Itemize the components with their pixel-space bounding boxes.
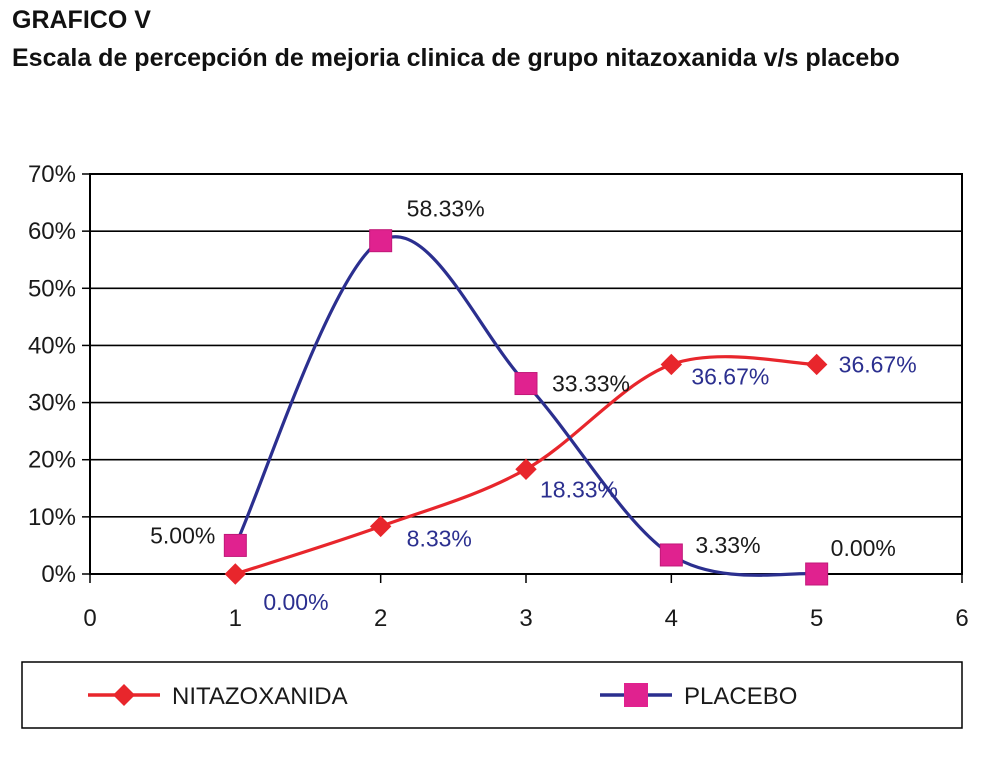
legend-marker-nitazoxanida	[113, 684, 135, 706]
x-tick-label: 4	[665, 605, 678, 632]
data-label-placebo: 0.00%	[831, 535, 896, 561]
series-markers	[223, 229, 829, 586]
x-tick-label: 1	[229, 605, 242, 632]
y-tick-label: 60%	[28, 218, 76, 245]
data-label-placebo: 33.33%	[552, 371, 630, 397]
data-label-nitazoxanida: 36.67%	[839, 351, 917, 377]
marker-nitazoxanida	[224, 563, 247, 585]
legend-label-placebo: PLACEBO	[684, 683, 797, 710]
x-tick-label: 5	[810, 605, 823, 632]
data-label-placebo: 58.33%	[407, 196, 485, 222]
series-line-placebo	[233, 235, 817, 577]
marker-nitazoxanida	[515, 458, 537, 480]
legend-label-nitazoxanida: NITAZOXANIDA	[172, 683, 348, 710]
data-label-placebo: 5.00%	[150, 522, 215, 548]
data-label-nitazoxanida: 8.33%	[407, 525, 472, 551]
tick-labels: 0% 10% 20% 30% 40% 50% 60% 70% 0 1 2 3 4 5 6	[28, 161, 969, 632]
chart-title: GRAFICO V	[12, 6, 151, 34]
chart-subtitle: Escala de percepción de mejoria clinica …	[12, 44, 900, 72]
marker-placebo	[514, 372, 538, 396]
marker-placebo	[223, 533, 247, 557]
marker-nitazoxanida	[660, 353, 683, 376]
y-tick-label: 40%	[28, 332, 76, 359]
data-label-placebo: 3.33%	[695, 532, 760, 558]
marker-placebo	[369, 229, 393, 253]
y-tick-label: 20%	[28, 447, 76, 474]
y-tick-label: 50%	[28, 275, 76, 302]
legend: NITAZOXANIDA PLACEBO	[88, 683, 797, 710]
x-tick-label: 0	[83, 605, 96, 632]
data-label-nitazoxanida: 0.00%	[263, 589, 328, 615]
y-tick-label: 10%	[28, 504, 76, 531]
marker-nitazoxanida	[805, 353, 828, 376]
y-tick-label: 70%	[28, 161, 76, 188]
data-label-nitazoxanida: 36.67%	[691, 363, 769, 389]
data-label-nitazoxanida: 18.33%	[540, 476, 618, 502]
marker-placebo	[805, 562, 829, 586]
y-tick-label: 0%	[41, 561, 76, 588]
y-tick-label: 30%	[28, 390, 76, 417]
legend-marker-placebo	[624, 683, 648, 707]
legend-box	[21, 661, 963, 729]
marker-nitazoxanida	[369, 515, 392, 538]
marker-placebo	[659, 543, 683, 567]
x-tick-label: 6	[955, 605, 968, 632]
x-tick-label: 3	[519, 605, 532, 632]
data-labels: 0.00% 8.33% 18.33% 36.67% 36.67% 5.00% 58.33% 3…	[150, 196, 917, 615]
x-tick-label: 2	[374, 605, 387, 632]
